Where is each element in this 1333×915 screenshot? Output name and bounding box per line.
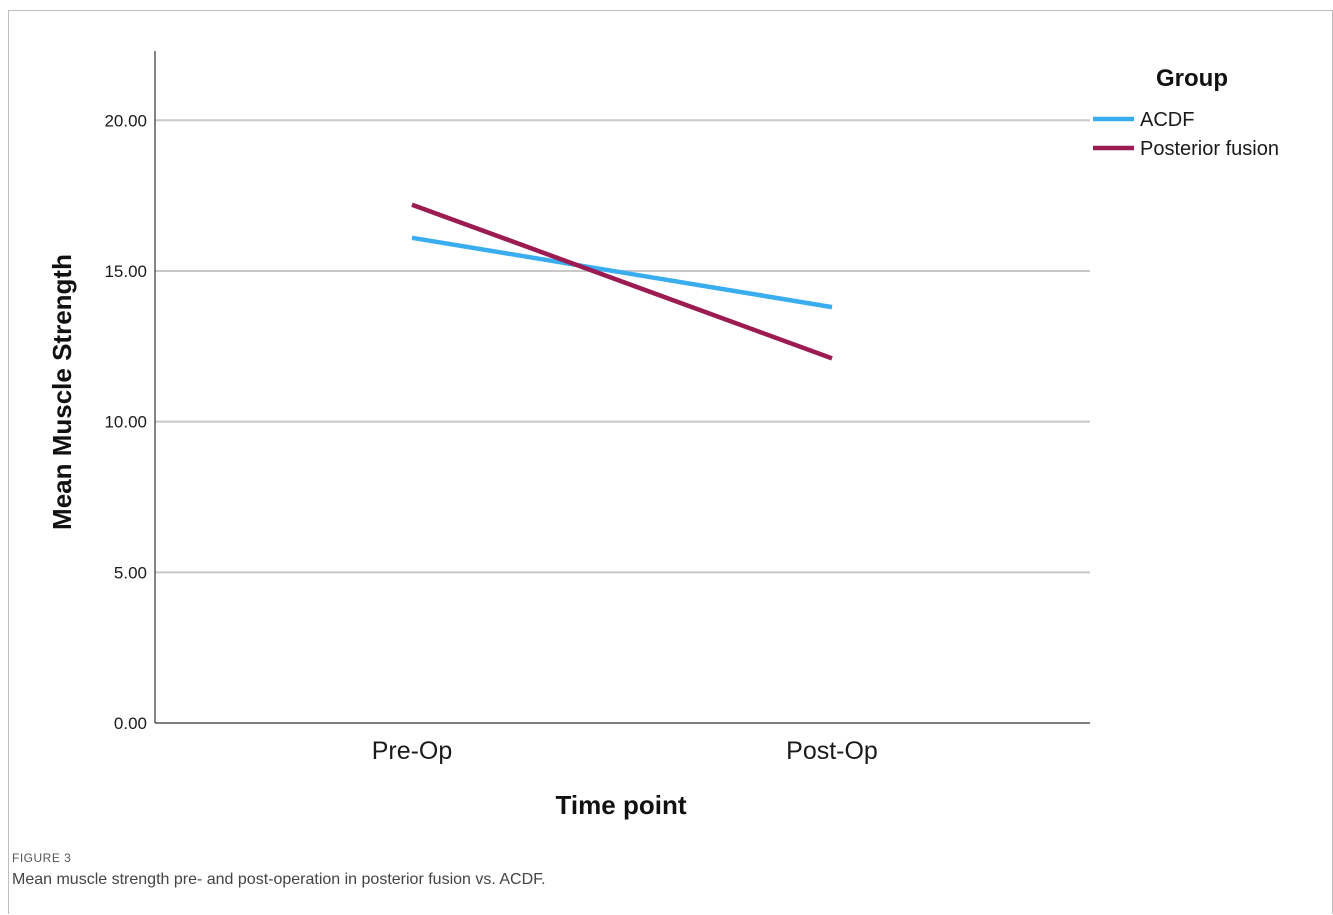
- legend-label: ACDF: [1140, 109, 1194, 131]
- y-tick-label: 0.00: [114, 714, 147, 733]
- figure-label: FIGURE 3: [12, 851, 72, 865]
- figure-frame: 0.00 5.00 10.00 15.00 20.00 Pre-Op Post-Op Me…: [8, 10, 1333, 914]
- x-tick-labels: Pre-Op Post-Op: [372, 737, 878, 765]
- y-tick-labels: 0.00 5.00 10.00 15.00 20.00: [104, 111, 147, 733]
- legend-label: Posterior fusion: [1140, 138, 1279, 160]
- legend-items: ACDF Posterior fusion: [1093, 109, 1279, 160]
- series-line-acdf: [411, 235, 833, 310]
- y-tick-label: 15.00: [104, 262, 147, 281]
- y-tick-label: 10.00: [104, 413, 147, 432]
- series-lines: [411, 202, 833, 361]
- legend: Group ACDF Posterior fusion: [1093, 65, 1279, 160]
- x-axis-title: Time point: [556, 790, 687, 820]
- figure-caption: Mean muscle strength pre- and post-opera…: [12, 871, 546, 888]
- gridlines: [155, 119, 1090, 574]
- y-tick-label: 20.00: [104, 111, 147, 130]
- series-line-posterior-fusion: [411, 202, 833, 361]
- y-tick-label: 5.00: [114, 563, 147, 582]
- legend-title: Group: [1156, 65, 1228, 92]
- x-tick-label: Pre-Op: [372, 737, 453, 765]
- x-tick-label: Post-Op: [786, 737, 878, 765]
- y-axis-title: Mean Muscle Strength: [47, 254, 77, 530]
- line-chart: 0.00 5.00 10.00 15.00 20.00 Pre-Op Post-Op Me…: [47, 51, 1279, 820]
